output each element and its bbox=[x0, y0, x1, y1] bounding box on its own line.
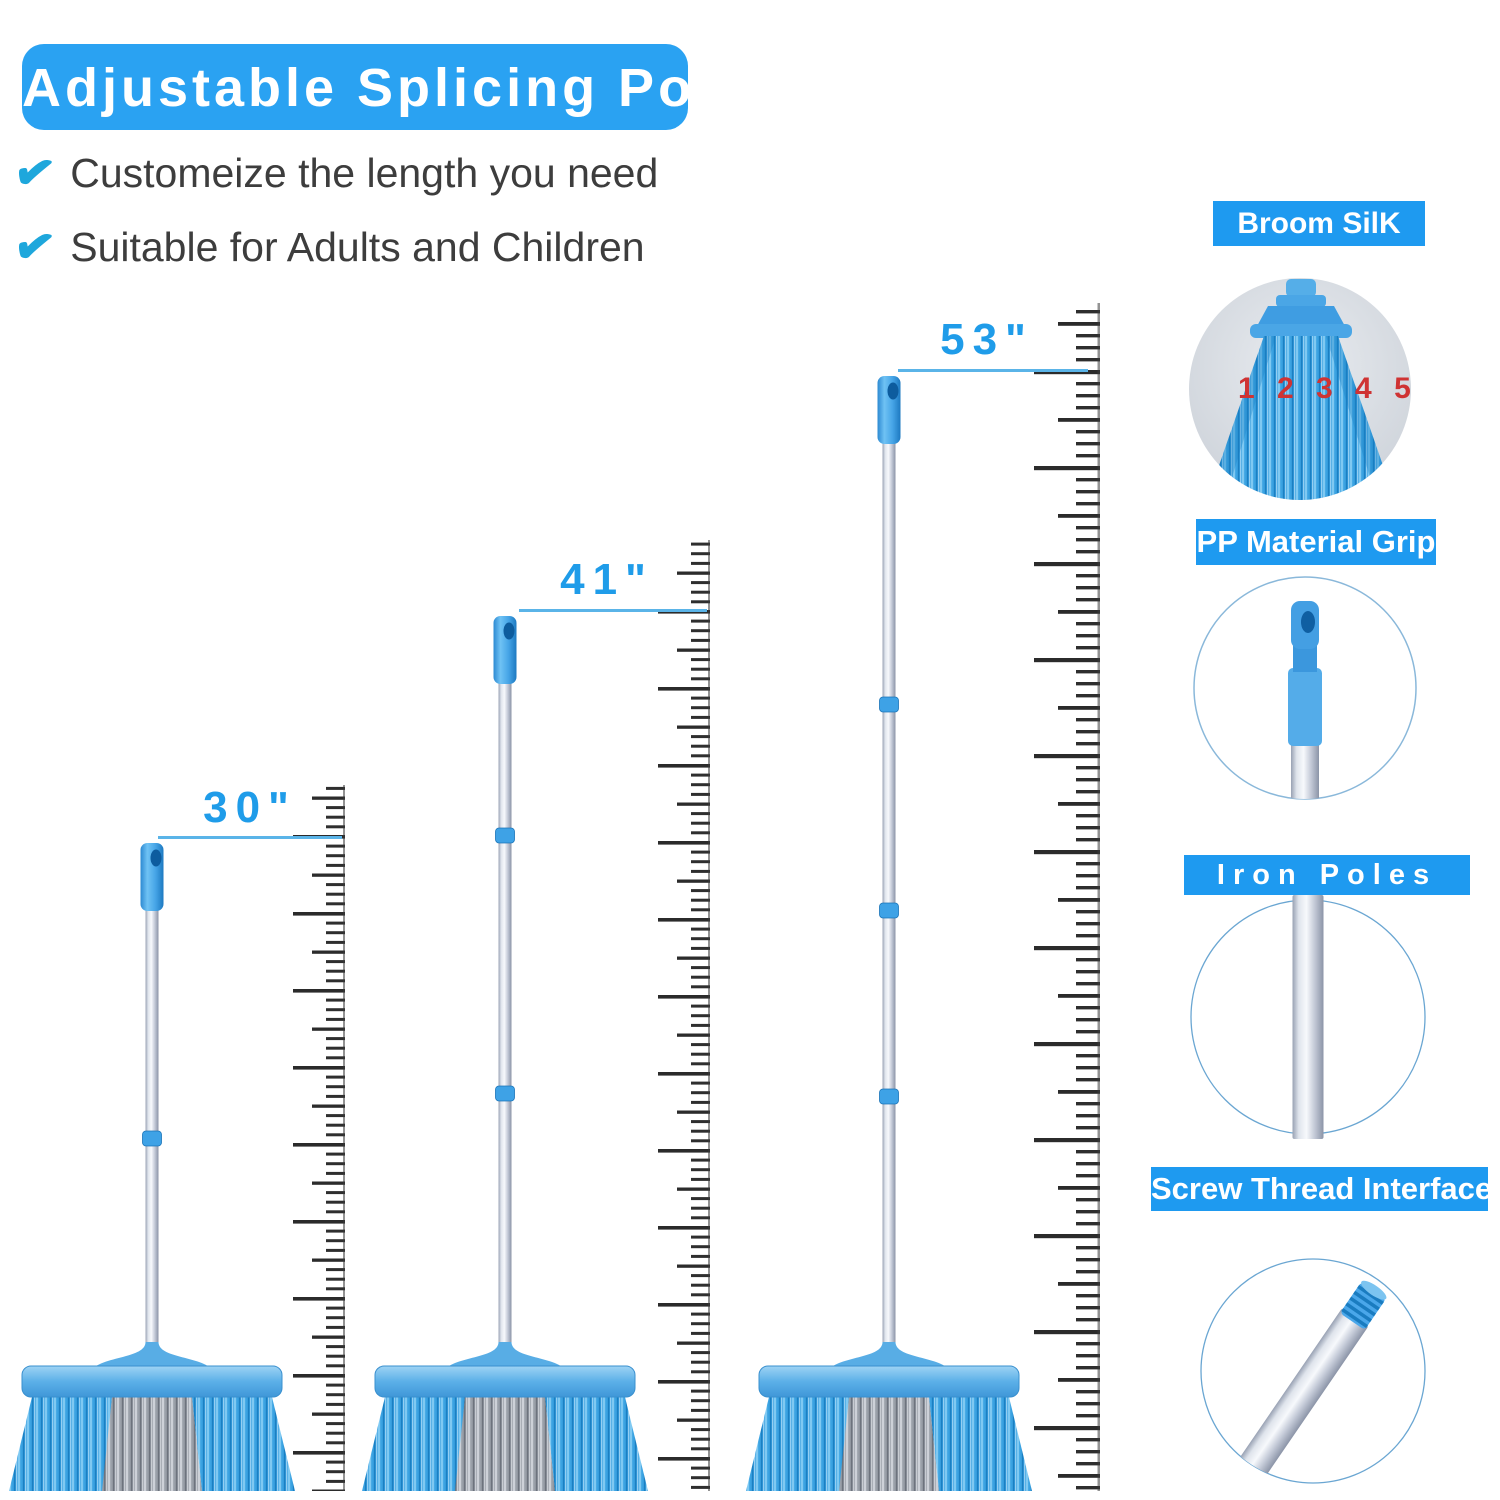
bristle-numbers: 1 2 3 4 5 bbox=[1238, 372, 1418, 405]
feature-item: ✔ Customeize the length you need bbox=[10, 144, 659, 203]
measure-line-41 bbox=[519, 609, 707, 612]
feature-item: ✔ Suitable for Adults and Children bbox=[10, 218, 645, 277]
feature-text: Suitable for Adults and Children bbox=[70, 224, 645, 270]
title-banner: Adjustable Splicing Pole bbox=[22, 44, 744, 130]
measure-line-53 bbox=[898, 369, 1088, 372]
broom-53-inch bbox=[746, 376, 1032, 1491]
ruler-41-inch bbox=[650, 540, 710, 1491]
measure-label-30: 30" bbox=[203, 783, 297, 832]
check-icon: ✔ bbox=[9, 217, 59, 278]
feature-text: Customeize the length you need bbox=[70, 150, 659, 196]
measure-label-41: 41" bbox=[560, 555, 654, 604]
ruler-53-inch bbox=[1030, 303, 1100, 1491]
measure-line-30 bbox=[158, 836, 342, 839]
callout-banner-iron-poles: Iron Poles bbox=[1184, 855, 1470, 895]
check-icon: ✔ bbox=[9, 143, 59, 204]
pp-material-grip-photo bbox=[1193, 576, 1417, 800]
callout-banner-screw-thread: Screw Thread Interface bbox=[1151, 1167, 1492, 1211]
broom-30-inch bbox=[9, 843, 295, 1491]
screw-thread-photo bbox=[1200, 1258, 1426, 1484]
iron-poles-photo bbox=[1190, 895, 1426, 1139]
broom-41-inch bbox=[362, 616, 648, 1491]
page-title: Adjustable Splicing Pole bbox=[22, 58, 749, 118]
callout-banner-pp-material-grip: PP Material Grip bbox=[1196, 519, 1436, 565]
ruler-30-inch bbox=[285, 785, 345, 1491]
broom-silk-photo bbox=[1189, 278, 1411, 500]
callout-banner-broom-silk: Broom SilK bbox=[1213, 201, 1425, 246]
measure-label-53: 53" bbox=[940, 315, 1034, 364]
